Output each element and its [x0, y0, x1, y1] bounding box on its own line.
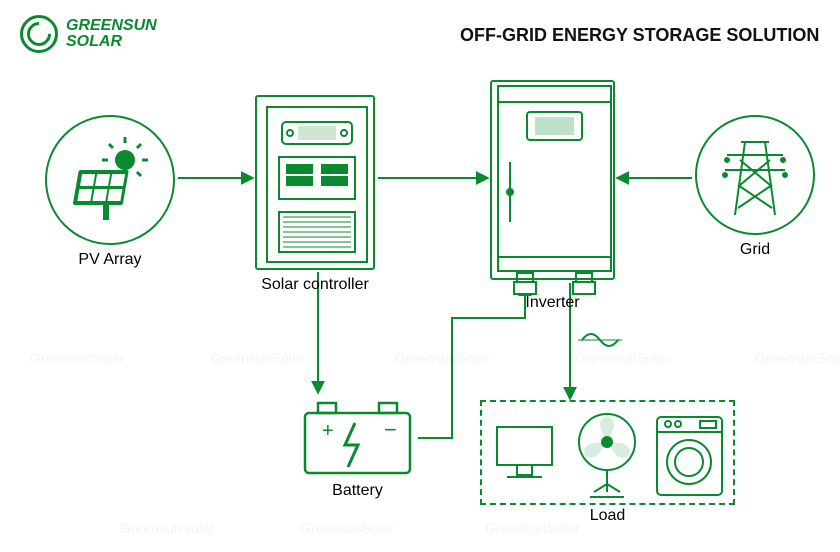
inverter-icon — [492, 82, 617, 297]
svg-text:−: − — [384, 417, 397, 442]
solar-controller-icon — [257, 97, 377, 272]
node-battery: + − — [300, 395, 415, 470]
grid-tower-icon — [715, 130, 795, 220]
node-load — [480, 400, 735, 505]
label-load: Load — [480, 507, 735, 525]
node-grid — [695, 115, 815, 235]
svg-text:+: + — [322, 420, 334, 442]
label-battery: Battery — [300, 482, 415, 500]
label-inverter: Inverter — [490, 294, 615, 312]
pv-array-icon — [65, 135, 155, 225]
node-inverter — [490, 80, 615, 280]
battery-icon: + − — [300, 395, 415, 485]
load-appliances-icon — [482, 402, 737, 507]
label-solar-controller: Solar controller — [255, 276, 375, 294]
node-solar-controller — [255, 95, 375, 270]
label-grid: Grid — [695, 241, 815, 259]
node-pv-array — [45, 115, 175, 245]
label-pv-array: PV Array — [45, 251, 175, 269]
